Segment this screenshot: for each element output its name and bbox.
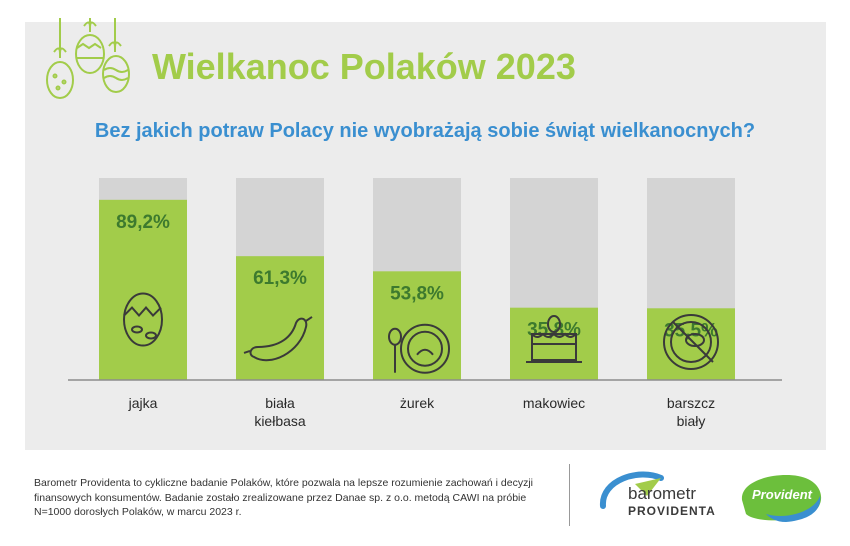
barometr-logo-swoosh [600,471,664,509]
data-label: 53,8% [390,283,444,304]
data-label: 89,2% [116,212,170,233]
hanging-eggs-decoration [46,18,130,99]
borscht-bowl-icon [663,314,719,370]
chart-question: Bez jakich potraw Polacy nie wyobrażają … [94,120,756,142]
category-label: jajka [128,395,158,411]
bar [99,199,187,380]
cake-icon [526,315,582,363]
provident-logo-text: Provident [752,487,812,502]
data-label: 61,3% [253,268,307,289]
page-title: Wielkanoc Polaków 2023 [152,46,576,87]
category-label: makowiec [523,395,585,411]
footer-divider [569,464,570,526]
barometr-logo-text: barometr [628,484,697,503]
category-label: żurek [400,395,435,411]
provident-logo [741,475,822,522]
soup-bowl-icon [388,323,450,374]
sausage-icon [243,316,313,362]
category-label: barszcz biały [667,395,715,429]
egg-icon [123,292,163,347]
category-label: biała kiełbasa [254,395,306,429]
providenta-logo-text: PROVIDENTA [628,504,716,518]
footer-description: Barometr Providenta to cykliczne badanie… [34,477,534,518]
